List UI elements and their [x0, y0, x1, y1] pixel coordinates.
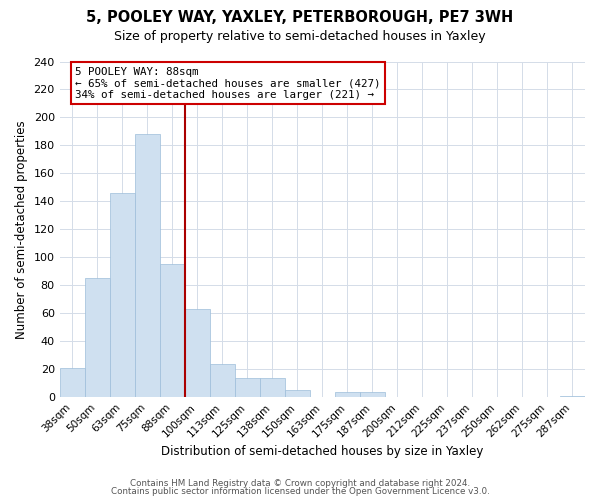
- Bar: [59, 368, 85, 397]
- Bar: [360, 392, 385, 397]
- Bar: [235, 378, 260, 397]
- Text: Contains HM Land Registry data © Crown copyright and database right 2024.: Contains HM Land Registry data © Crown c…: [130, 478, 470, 488]
- Bar: [185, 309, 210, 397]
- Bar: [260, 378, 285, 397]
- Bar: [110, 193, 135, 397]
- Text: 5 POOLEY WAY: 88sqm
← 65% of semi-detached houses are smaller (427)
34% of semi-: 5 POOLEY WAY: 88sqm ← 65% of semi-detach…: [76, 66, 381, 100]
- Bar: [160, 264, 185, 397]
- Bar: [210, 364, 235, 397]
- Bar: [135, 134, 160, 397]
- X-axis label: Distribution of semi-detached houses by size in Yaxley: Distribution of semi-detached houses by …: [161, 444, 484, 458]
- Bar: [560, 396, 585, 397]
- Bar: [85, 278, 110, 397]
- Bar: [335, 392, 360, 397]
- Text: Size of property relative to semi-detached houses in Yaxley: Size of property relative to semi-detach…: [114, 30, 486, 43]
- Bar: [285, 390, 310, 397]
- Text: Contains public sector information licensed under the Open Government Licence v3: Contains public sector information licen…: [110, 487, 490, 496]
- Y-axis label: Number of semi-detached properties: Number of semi-detached properties: [15, 120, 28, 338]
- Text: 5, POOLEY WAY, YAXLEY, PETERBOROUGH, PE7 3WH: 5, POOLEY WAY, YAXLEY, PETERBOROUGH, PE7…: [86, 10, 514, 25]
